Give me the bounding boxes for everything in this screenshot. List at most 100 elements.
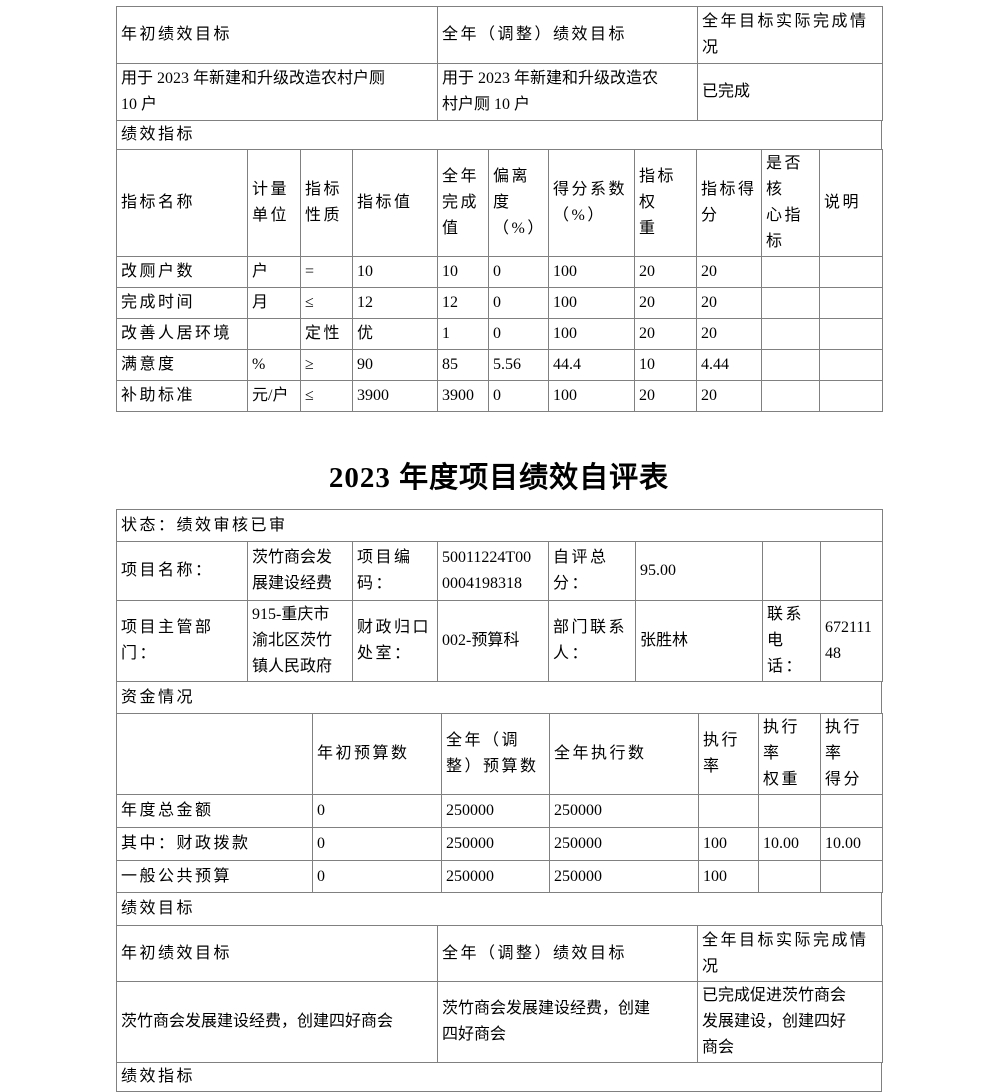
empty-cell bbox=[762, 541, 821, 601]
goal-value-row: 用于 2023 年新建和升级改造农村户厕 10 户 用于 2023 年新建和升级… bbox=[116, 63, 883, 121]
contact-phone-value: 672111 48 bbox=[819, 600, 884, 682]
funding-cell bbox=[820, 794, 883, 828]
funding-cell: 0 bbox=[312, 827, 442, 861]
indicator-cell: 定性 bbox=[300, 318, 353, 350]
indicator-cell: 户 bbox=[247, 256, 301, 288]
indicator-cell bbox=[819, 349, 883, 381]
indicator-header-cell: 指标得 分 bbox=[696, 149, 762, 257]
funding-cell: 250000 bbox=[441, 794, 550, 828]
indicator-header-cell: 指标名称 bbox=[116, 149, 248, 257]
funding-cell bbox=[820, 860, 883, 893]
indicator-cell: 完成时间 bbox=[116, 287, 248, 319]
bottom-goal-table: 年初绩效目标 全年（调整）绩效目标 全年目标实际完成情 况 茨竹商会发展建设经费… bbox=[116, 925, 883, 1063]
indicator-cell: 44.4 bbox=[548, 349, 635, 381]
department-contact-value: 张胜林 bbox=[635, 600, 763, 682]
funding-cell: 100 bbox=[698, 860, 759, 893]
goal-value-actual: 已完成促进茨竹商会 发展建设，创建四好 商会 bbox=[697, 981, 883, 1063]
indicator-cell: 100 bbox=[548, 318, 635, 350]
funding-cell: 250000 bbox=[549, 860, 699, 893]
indicator-cell: 0 bbox=[488, 256, 549, 288]
funding-section-title: 资金情况 bbox=[116, 681, 882, 714]
indicator-cell: 10 bbox=[634, 349, 697, 381]
indicator-row: 补助标准 元/户 ≤ 3900 3900 0 100 20 20 bbox=[116, 380, 883, 412]
goal-value-initial: 茨竹商会发展建设经费，创建四好商会 bbox=[116, 981, 438, 1063]
project-name-label: 项目名称： bbox=[116, 541, 248, 601]
indicator-cell: 满意度 bbox=[116, 349, 248, 381]
indicator-header-cell: 指标权 重 bbox=[634, 149, 697, 257]
funding-header-row: 年初预算数 全年（调 整）预算数 全年执行数 执行率 执行率 权重 执行率 得分 bbox=[116, 713, 883, 795]
competent-department-value: 915-重庆市 渝北区茨竹 镇人民政府 bbox=[247, 600, 353, 682]
self-score-label: 自评总 分： bbox=[548, 541, 636, 601]
indicator-cell: ≥ bbox=[300, 349, 353, 381]
funding-section-bar: 资金情况 bbox=[116, 681, 882, 714]
indicator-header-cell: 指标 性质 bbox=[300, 149, 353, 257]
funding-header-cell: 执行率 权重 bbox=[758, 713, 821, 795]
goal-header-row: 年初绩效目标 全年（调整）绩效目标 全年目标实际完成情 况 bbox=[116, 925, 883, 982]
indicator-cell: 0 bbox=[488, 287, 549, 319]
department-contact-label: 部门联系 人： bbox=[548, 600, 636, 682]
indicator-cell bbox=[819, 256, 883, 288]
goal-value-adjusted: 茨竹商会发展建设经费，创建 四好商会 bbox=[437, 981, 698, 1063]
indicator-row: 满意度 % ≥ 90 85 5.56 44.4 10 4.44 bbox=[116, 349, 883, 381]
project-name-value: 茨竹商会发 展建设经费 bbox=[247, 541, 353, 601]
goal-header-initial: 年初绩效目标 bbox=[116, 6, 438, 64]
indicator-cell: 20 bbox=[696, 318, 762, 350]
funding-cell bbox=[758, 860, 821, 893]
funding-header-cell bbox=[116, 713, 313, 795]
indicator-cell: 3900 bbox=[352, 380, 438, 412]
indicator-cell: 20 bbox=[696, 256, 762, 288]
funding-cell: 10.00 bbox=[758, 827, 821, 861]
indicator-cell: ≤ bbox=[300, 287, 353, 319]
funding-cell: 250000 bbox=[441, 827, 550, 861]
funding-cell: 250000 bbox=[549, 827, 699, 861]
goal-section-title: 绩效目标 bbox=[116, 892, 882, 926]
project-info-table: 状态：绩效审核已审 项目名称： 茨竹商会发 展建设经费 项目编 码： 50011… bbox=[115, 509, 884, 682]
indicator-header-cell: 得分系数 （%） bbox=[548, 149, 635, 257]
indicator-cell: 20 bbox=[634, 318, 697, 350]
goal-header-adjusted: 全年（调整）绩效目标 bbox=[437, 6, 698, 64]
goal-value-actual: 已完成 bbox=[697, 63, 883, 121]
funding-cell bbox=[698, 794, 759, 828]
indicator-row: 改善人居环境 定性 优 1 0 100 20 20 bbox=[116, 318, 883, 350]
contact-phone-label: 联系 电 话： bbox=[762, 600, 821, 682]
indicator-header-cell: 说明 bbox=[819, 149, 883, 257]
goal-value-adjusted: 用于 2023 年新建和升级改造农 村户厕 10 户 bbox=[437, 63, 698, 121]
project-info-row: 项目名称： 茨竹商会发 展建设经费 项目编 码： 50011224T00 000… bbox=[116, 541, 884, 601]
funding-header-cell: 全年（调 整）预算数 bbox=[441, 713, 550, 795]
funding-cell: 0 bbox=[312, 860, 442, 893]
indicator-cell: 10 bbox=[437, 256, 489, 288]
funding-cell: 100 bbox=[698, 827, 759, 861]
indicators-section-title: 绩效指标 bbox=[116, 120, 882, 150]
indicator-cell bbox=[819, 318, 883, 350]
bottom-indicators-section-bar: 绩效指标 bbox=[116, 1062, 882, 1092]
indicator-cell: 改厕户数 bbox=[116, 256, 248, 288]
indicator-cell bbox=[761, 318, 820, 350]
status-text: 状态：绩效审核已审 bbox=[115, 509, 884, 542]
goal-header-actual: 全年目标实际完成情 况 bbox=[697, 6, 883, 64]
status-row: 状态：绩效审核已审 bbox=[115, 509, 884, 542]
indicators-table: 指标名称 计量 单位 指标 性质 指标值 全年 完成 值 偏离度 （%） 得分系… bbox=[116, 149, 883, 412]
funding-row: 年度总金额 0 250000 250000 bbox=[116, 794, 883, 828]
funding-header-cell: 执行率 bbox=[698, 713, 759, 795]
indicator-cell: 20 bbox=[634, 380, 697, 412]
funding-cell: 10.00 bbox=[820, 827, 883, 861]
indicator-cell bbox=[761, 380, 820, 412]
indicator-cell: 优 bbox=[352, 318, 438, 350]
indicator-cell: 12 bbox=[352, 287, 438, 319]
finance-office-label: 财政归口 处室： bbox=[352, 600, 438, 682]
indicator-header-cell: 计量 单位 bbox=[247, 149, 301, 257]
indicator-cell: 20 bbox=[696, 380, 762, 412]
indicator-cell: 0 bbox=[488, 318, 549, 350]
indicator-cell: 100 bbox=[548, 380, 635, 412]
goal-value-row: 茨竹商会发展建设经费，创建四好商会 茨竹商会发展建设经费，创建 四好商会 已完成… bbox=[116, 981, 883, 1063]
indicator-cell: 12 bbox=[437, 287, 489, 319]
project-code-value: 50011224T00 0004198318 bbox=[437, 541, 549, 601]
goal-value-initial: 用于 2023 年新建和升级改造农村户厕 10 户 bbox=[116, 63, 438, 121]
funding-cell: 一般公共预算 bbox=[116, 860, 313, 893]
funding-cell bbox=[758, 794, 821, 828]
indicator-cell: 20 bbox=[696, 287, 762, 319]
project-code-label: 项目编 码： bbox=[352, 541, 438, 601]
funding-header-cell: 全年执行数 bbox=[549, 713, 699, 795]
indicator-cell: 90 bbox=[352, 349, 438, 381]
indicators-section-bar: 绩效指标 bbox=[116, 120, 882, 150]
